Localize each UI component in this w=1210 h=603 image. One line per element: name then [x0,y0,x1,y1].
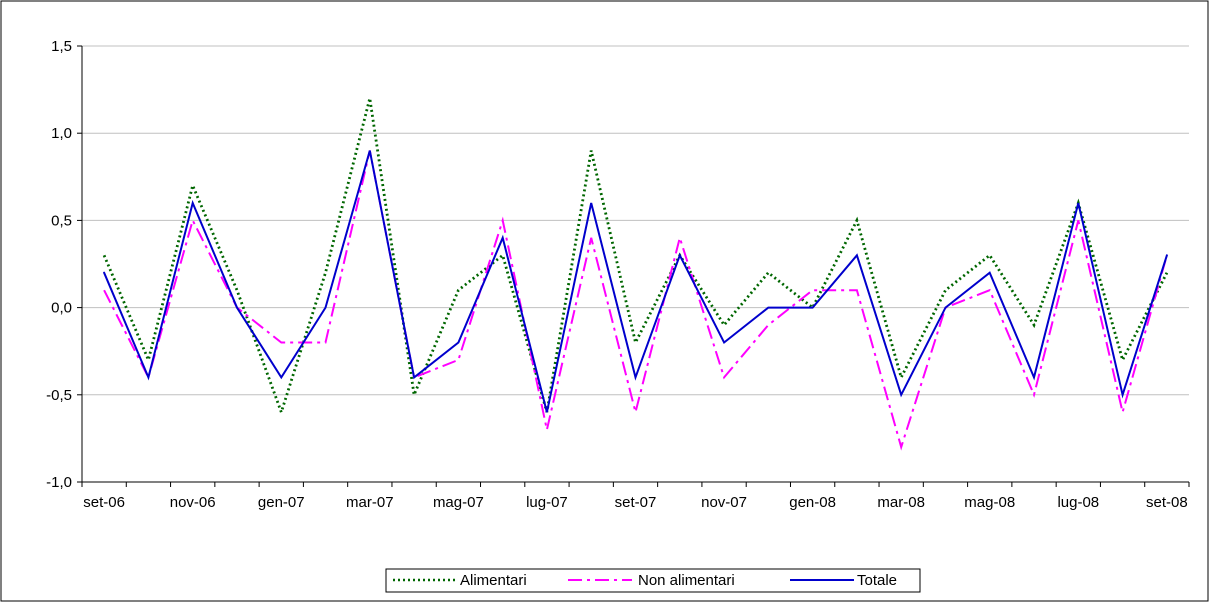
legend: Alimentari Non alimentari Totale [385,568,921,593]
x-tick-label: lug-07 [526,494,568,511]
x-tick-label: nov-06 [170,494,216,511]
series-line-totale [103,150,1168,413]
x-tick-label: mag-07 [433,494,484,511]
x-tick-label: set-06 [83,494,125,511]
legend-label-totale: Totale [857,572,897,589]
y-tick-label: -0,5 [46,387,72,404]
legend-box [385,568,921,593]
y-tick-label: 1,0 [51,125,72,142]
x-tick-label: gen-07 [258,494,305,511]
x-tick-label: mag-08 [964,494,1015,511]
x-tick-label: gen-08 [789,494,836,511]
x-tick-label: mar-07 [346,494,394,511]
series-lines [102,97,1169,451]
y-tick-label: 1,5 [51,38,72,55]
axes: 1,5 1,0 0,5 0,0 -0,5 -1,0 set-06 nov-06 gen-07 ma… [46,38,1190,511]
x-tick-label: set-08 [1146,494,1188,511]
x-tick-label: lug-08 [1057,494,1099,511]
y-tick-label: 0,0 [51,300,72,317]
x-tick-label: mar-08 [877,494,925,511]
series-line-non-alimentari [103,150,1168,451]
y-tick-label: 0,5 [51,212,72,229]
legend-label-alimentari: Alimentari [460,572,527,589]
x-tick-label: nov-07 [701,494,747,511]
x-tick-label: set-07 [615,494,657,511]
legend-label-non-alimentari: Non alimentari [638,572,735,589]
y-tick-label: -1,0 [46,474,72,491]
